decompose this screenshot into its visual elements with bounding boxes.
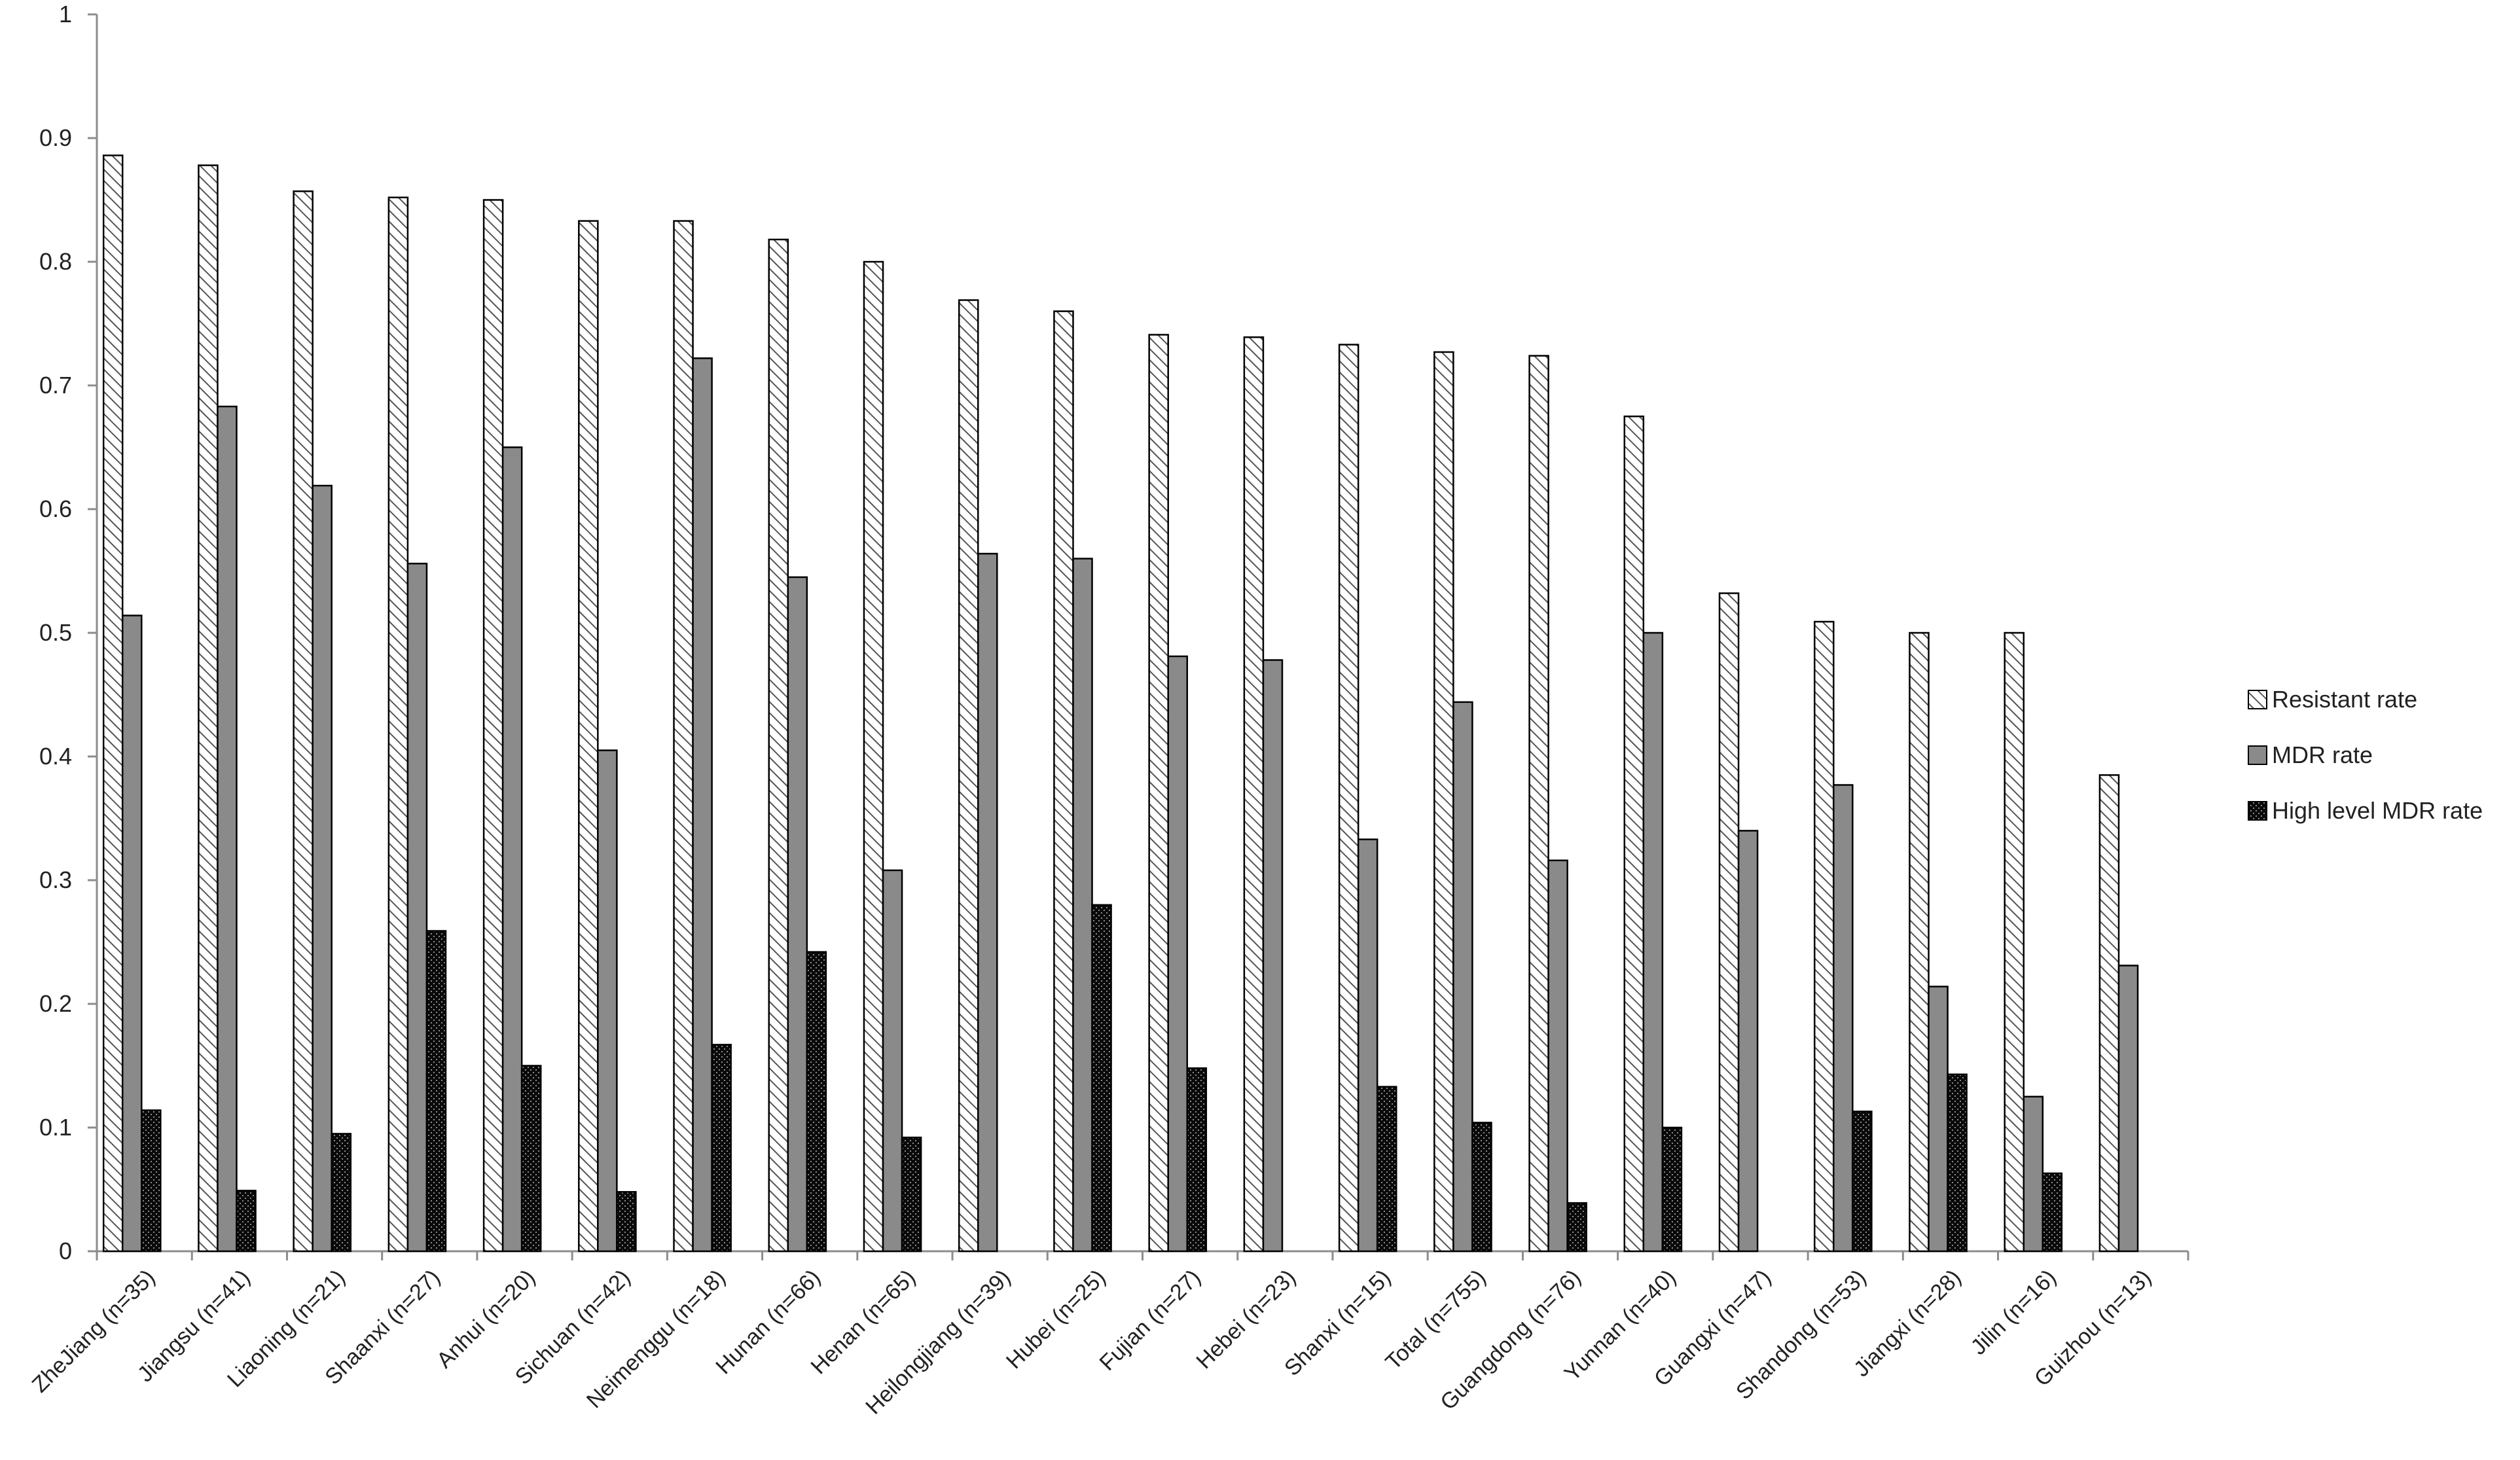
bar [198, 164, 219, 1253]
bar [1566, 1202, 1587, 1253]
bar [501, 446, 523, 1253]
bar [121, 614, 143, 1253]
bar [312, 484, 333, 1253]
legend-label: Resistant rate [2272, 686, 2417, 713]
bar [958, 299, 979, 1253]
bar-series-group [102, 154, 2139, 1253]
bar [425, 930, 447, 1253]
y-tick-label: 0.8 [39, 248, 72, 275]
bar [1053, 310, 1074, 1253]
bar [1547, 859, 1568, 1253]
bar [1814, 620, 1835, 1253]
y-tick-label: 0.6 [39, 495, 72, 522]
legend-swatch [2248, 690, 2267, 709]
y-tick-label: 0.3 [39, 866, 72, 893]
y-tick-label: 1 [59, 1, 72, 27]
y-tick-label: 0 [59, 1237, 72, 1264]
category-label: Jilin (n=16) [1966, 1265, 2061, 1360]
bar [616, 1191, 637, 1253]
y-tick-label: 0.5 [39, 619, 72, 646]
legend-label: High level MDR rate [2272, 797, 2483, 824]
legend-swatch [2248, 801, 2267, 821]
bar [2098, 774, 2120, 1253]
bar [102, 154, 124, 1253]
bar [1167, 655, 1189, 1253]
bar [1947, 1073, 1968, 1253]
y-tick-label: 0.2 [39, 990, 72, 1017]
bar [217, 405, 238, 1253]
bar [1471, 1122, 1492, 1253]
bar [1376, 1086, 1397, 1253]
category-label: Anhui (n=20) [432, 1265, 540, 1373]
category-label: ZheJiang (n=35) [27, 1265, 160, 1398]
bar [1072, 558, 1093, 1253]
bar [977, 552, 998, 1253]
bar [482, 199, 504, 1253]
bar [2023, 1095, 2044, 1253]
bar [1338, 344, 1359, 1253]
bar [787, 576, 808, 1253]
series-dotted-black [141, 904, 2063, 1253]
bar [2042, 1172, 2063, 1253]
bar [768, 238, 789, 1253]
y-tick-label: 0.9 [39, 124, 72, 151]
bar [711, 1044, 732, 1253]
bar [1737, 830, 1759, 1253]
bar [236, 1190, 257, 1253]
category-label: Fujian (n=27) [1095, 1265, 1206, 1376]
legend-item: High level MDR rate [2248, 797, 2483, 824]
bar [692, 357, 713, 1253]
legend-item: Resistant rate [2248, 686, 2417, 713]
category-label: Hubei (n=25) [1001, 1265, 1111, 1374]
bar [406, 562, 428, 1253]
bar [1262, 659, 1284, 1253]
bar [1718, 592, 1740, 1253]
x-axis: ZheJiang (n=35)Jiangsu (n=41)Liaoning (n… [27, 1250, 2189, 1419]
y-axis: 0 0.1 0.2 0.3 0.4 0.5 0.6 0.7 0.8 0.9 1 [39, 1, 98, 1264]
y-tick-label: 0.4 [39, 743, 72, 770]
legend-item: MDR rate [2248, 741, 2373, 768]
legend-label: MDR rate [2272, 741, 2373, 768]
bar [578, 220, 599, 1253]
bar [1243, 336, 1265, 1253]
legend-swatch [2248, 745, 2267, 765]
bar [1452, 701, 1473, 1253]
bar [331, 1133, 352, 1253]
bar [1661, 1126, 1683, 1253]
bar [882, 869, 903, 1253]
bar [2117, 965, 2139, 1253]
bar [1186, 1067, 1208, 1253]
bar [1357, 838, 1378, 1253]
bar [293, 190, 314, 1253]
y-tick-label: 0.7 [39, 372, 72, 399]
bar [1528, 355, 1549, 1253]
bar [1148, 334, 1169, 1253]
y-tick-label: 0.1 [39, 1114, 72, 1141]
series-solid-gray [121, 357, 2139, 1253]
bar [1928, 986, 1949, 1253]
bar [1623, 416, 1645, 1253]
bar [863, 260, 884, 1253]
legend: Resistant rate MDR rate High level MDR rat… [2248, 686, 2483, 824]
bar [1433, 351, 1454, 1253]
bar [1833, 784, 1854, 1253]
bar [806, 951, 827, 1253]
bar [1642, 632, 1664, 1253]
series-diagonal-hatch [102, 154, 2120, 1253]
bar [387, 196, 409, 1253]
bar [2004, 632, 2025, 1253]
bar [673, 220, 694, 1253]
bar [520, 1065, 542, 1253]
bar [1852, 1111, 1873, 1253]
bar [901, 1136, 922, 1253]
bar [1091, 904, 1112, 1253]
bar [1909, 632, 1930, 1253]
bar [141, 1109, 162, 1253]
category-label: Hebei (n=23) [1191, 1265, 1301, 1374]
bar [597, 749, 618, 1253]
